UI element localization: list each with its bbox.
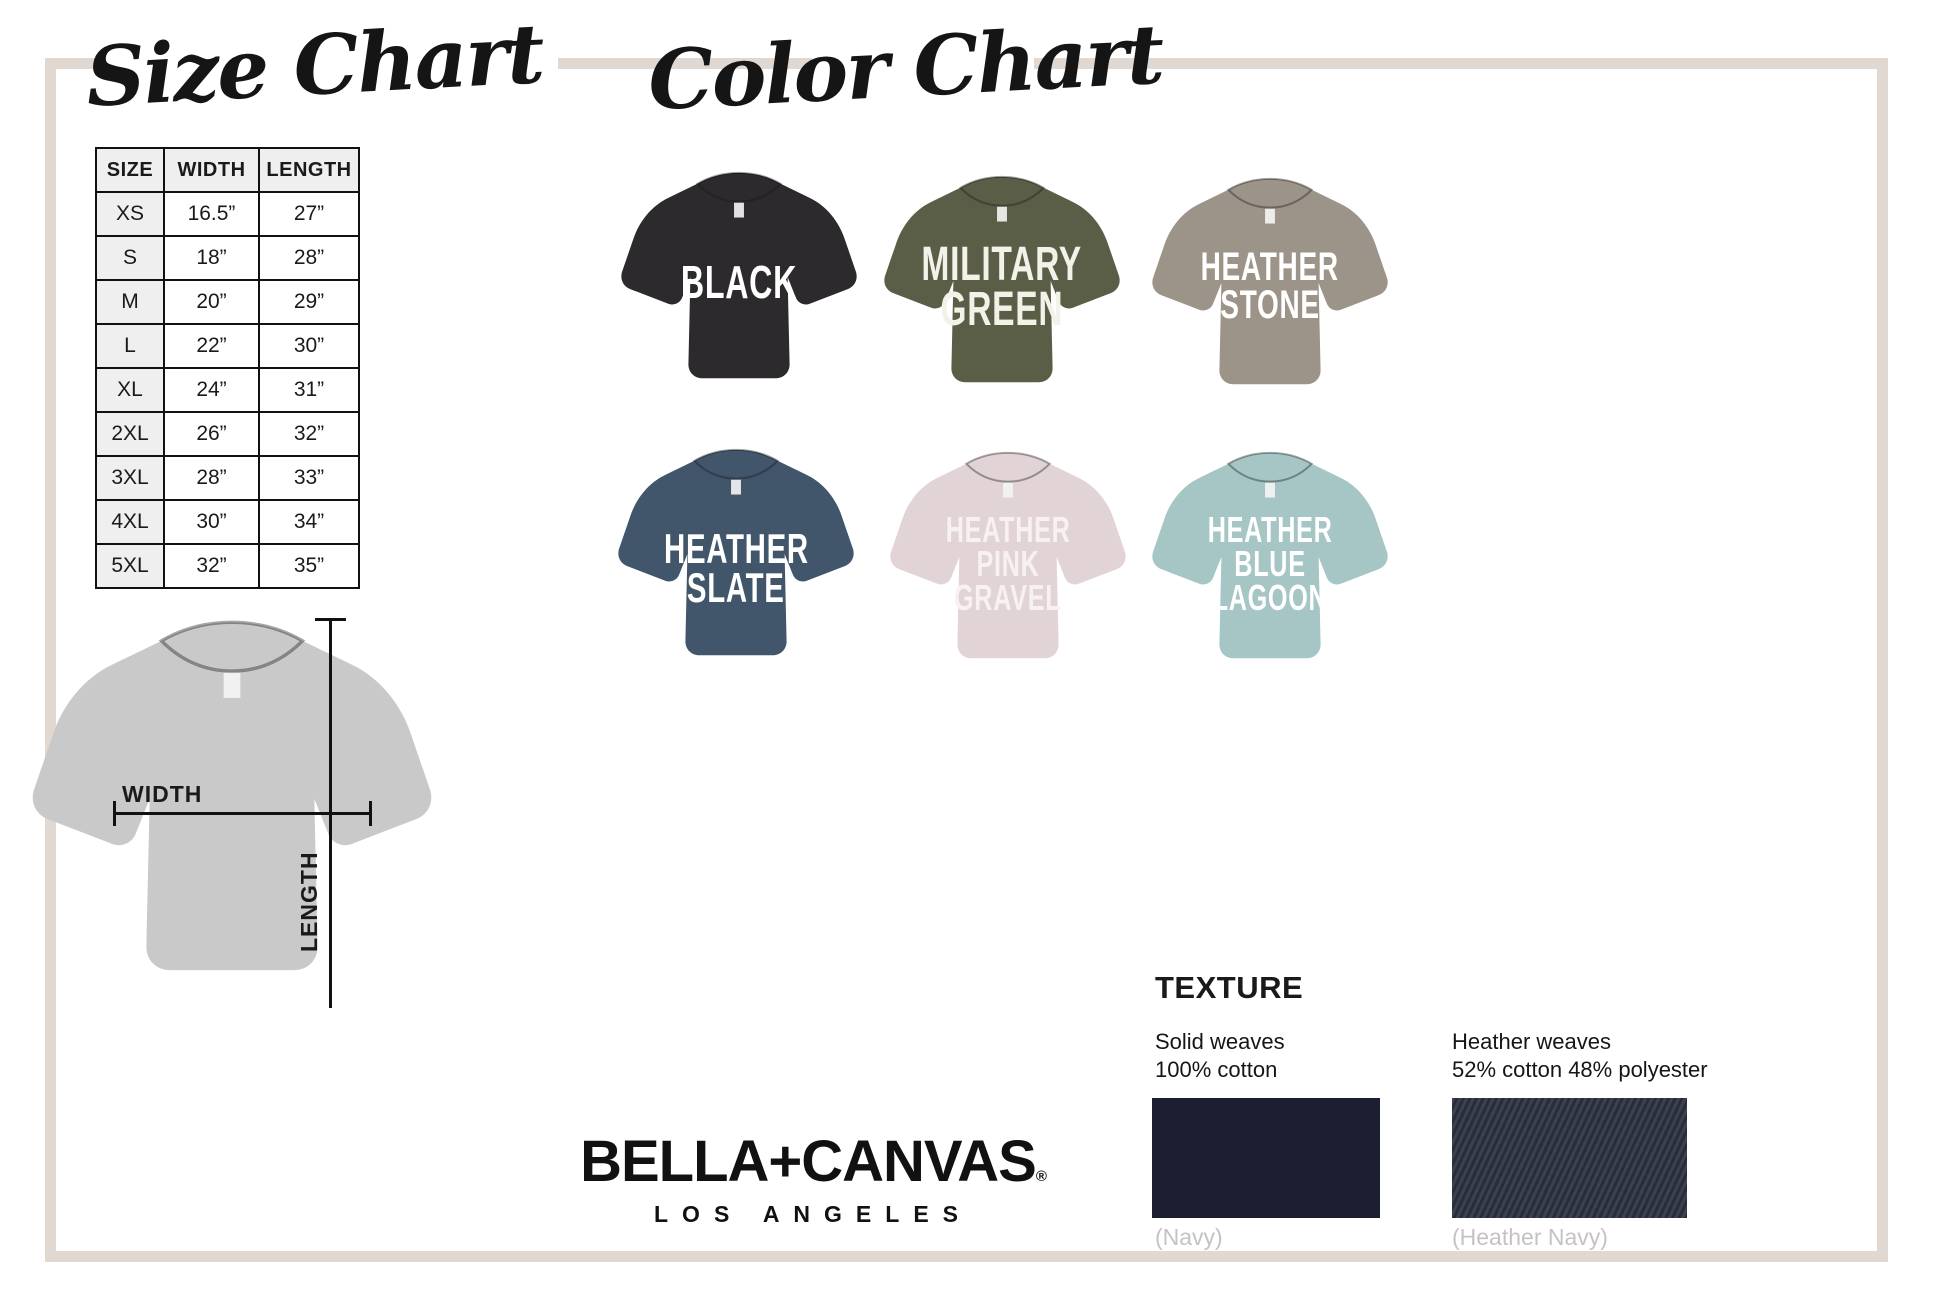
cell-size: 4XL — [95, 499, 165, 545]
cell-width: 28” — [163, 455, 260, 501]
heather-navy-caption: (Heather Navy) — [1452, 1224, 1608, 1250]
registered-mark: ® — [1035, 1168, 1047, 1185]
cell-length: 31” — [258, 367, 360, 413]
cell-width: 30” — [163, 499, 260, 545]
shirt-heather-stone: HEATHER STONE — [1146, 174, 1394, 406]
cell-length: 32” — [258, 411, 360, 457]
cell-width: 26” — [163, 411, 260, 457]
cell-width: 18” — [163, 235, 260, 281]
solid-weave-label: Solid weaves 100% cotton — [1155, 1029, 1285, 1082]
cell-length: 34” — [258, 499, 360, 545]
measurement-shirt — [22, 608, 442, 1013]
navy-caption: (Navy) — [1155, 1224, 1223, 1250]
table-row: L 22” 30” — [95, 323, 360, 369]
length-label: LENGTH — [296, 851, 322, 952]
header-length: LENGTH — [258, 147, 360, 193]
shirt-color-label: HEATHER SLATE — [663, 524, 809, 612]
size-table-header-row: SIZE WIDTH LENGTH — [95, 147, 360, 193]
cell-size: 2XL — [95, 411, 165, 457]
cell-length: 29” — [258, 279, 360, 325]
header-width: WIDTH — [163, 147, 260, 193]
table-row: S 18” 28” — [95, 235, 360, 281]
texture-heading: TEXTURE — [1155, 970, 1304, 1005]
cell-length: 35” — [258, 543, 360, 589]
brand-logo-text: BELLA+CANVAS® — [580, 1129, 1047, 1194]
width-label: WIDTH — [122, 781, 203, 807]
shirt-heather-slate: HEATHER SLATE — [612, 445, 860, 677]
cell-width: 24” — [163, 367, 260, 413]
width-tick-right — [369, 801, 372, 826]
table-row: 2XL 26” 32” — [95, 411, 360, 457]
frame-gap-middle — [812, 48, 1034, 80]
shirt-color-label: HEATHER PINK GRAVEL — [945, 508, 1071, 619]
header-size: SIZE — [95, 147, 165, 193]
table-row: XL 24” 31” — [95, 367, 360, 413]
brand-subtitle: LOS ANGELES — [654, 1201, 972, 1227]
shirt-color-label: BLACK — [680, 255, 798, 308]
cell-length: 33” — [258, 455, 360, 501]
table-row: 3XL 28” 33” — [95, 455, 360, 501]
frame-gap-left — [106, 48, 558, 80]
cell-size: S — [95, 235, 165, 281]
table-row: XS 16.5” 27” — [95, 191, 360, 237]
cell-size: L — [95, 323, 165, 369]
tshirt-graphic — [31, 620, 433, 972]
shirt-black: BLACK — [615, 168, 863, 400]
shirt-military-green: MILITARY GREEN — [878, 172, 1126, 404]
cell-size: 3XL — [95, 455, 165, 501]
heather-navy-fabric-swatch — [1452, 1098, 1687, 1218]
cell-size: XL — [95, 367, 165, 413]
cell-size: 5XL — [95, 543, 165, 589]
shirt-color-label: HEATHER STONE — [1200, 245, 1340, 328]
cell-width: 16.5” — [163, 191, 260, 237]
shirt-heather-blue-lagoon: HEATHER BLUE LAGOON — [1146, 448, 1394, 680]
cell-size: XS — [95, 191, 165, 237]
heather-weave-label: Heather weaves 52% cotton 48% polyester — [1452, 1029, 1708, 1082]
cell-width: 32” — [163, 543, 260, 589]
navy-fabric-swatch — [1152, 1098, 1380, 1218]
cell-width: 22” — [163, 323, 260, 369]
table-row: 5XL 32” 35” — [95, 543, 360, 589]
cell-length: 27” — [258, 191, 360, 237]
width-measure-line — [115, 812, 372, 815]
length-measure-line — [329, 620, 332, 1008]
table-row: M 20” 29” — [95, 279, 360, 325]
cell-width: 20” — [163, 279, 260, 325]
cell-size: M — [95, 279, 165, 325]
width-tick-left — [113, 801, 116, 826]
cell-length: 28” — [258, 235, 360, 281]
length-tick-top — [315, 618, 346, 621]
shirt-heather-pink-gravel: HEATHER PINK GRAVEL — [884, 448, 1132, 680]
table-row: 4XL 30” 34” — [95, 499, 360, 545]
shirt-color-label: HEATHER BLUE LAGOON — [1207, 508, 1333, 619]
shirt-color-label: MILITARY GREEN — [921, 237, 1083, 337]
size-table: SIZE WIDTH LENGTH XS 16.5” 27” S 18” 28”… — [95, 147, 360, 589]
cell-length: 30” — [258, 323, 360, 369]
brand-logo: BELLA+CANVAS® LOS ANGELES — [548, 1128, 1078, 1228]
